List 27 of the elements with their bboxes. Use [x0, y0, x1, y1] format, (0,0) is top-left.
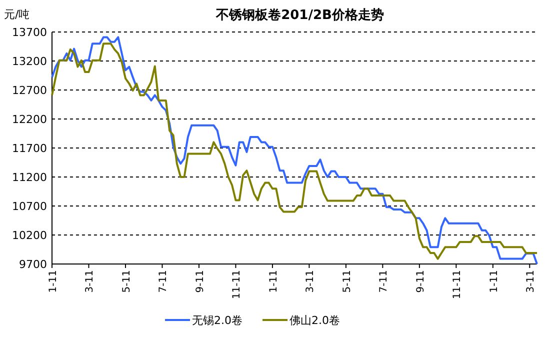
- x-tick-label: 1-11: [268, 270, 280, 293]
- x-tick-label: 11-11: [232, 270, 243, 300]
- x-tick-label: 9-11: [194, 270, 206, 293]
- x-tick-label: 1-11: [48, 270, 59, 293]
- y-tick-label: 11200: [12, 171, 47, 184]
- y-tick-label: 10700: [12, 200, 47, 213]
- x-tick-label: 5-11: [121, 270, 132, 293]
- y-tick-label: 13200: [12, 55, 47, 68]
- x-tick-label: 3-11: [84, 270, 96, 293]
- x-tick-label: 7-11: [378, 270, 390, 293]
- y-tick-label: 13700: [12, 26, 47, 39]
- x-tick-label: 7-11: [158, 270, 170, 293]
- chart-title: 不锈钢板卷201/2B价格走势: [215, 7, 384, 23]
- y-tick-label: 10200: [12, 229, 47, 242]
- y-tick-label: 9700: [19, 258, 47, 271]
- legend-label: 佛山2.0卷: [290, 314, 340, 327]
- x-tick-label: 9-11: [415, 270, 426, 293]
- y-axis-title: 元/吨: [4, 8, 30, 21]
- x-tick-label: 3-11: [305, 270, 316, 293]
- legend-label: 无锡2.0卷: [192, 314, 242, 327]
- x-tick-label: 11-11: [452, 270, 464, 300]
- y-tick-label: 11700: [12, 142, 47, 155]
- x-tick-label: 1-11: [488, 270, 500, 293]
- y-tick-label: 12700: [12, 84, 47, 97]
- y-tick-label: 12200: [12, 113, 47, 126]
- x-tick-label: 3-11: [526, 270, 537, 293]
- x-tick-label: 5-11: [342, 270, 353, 293]
